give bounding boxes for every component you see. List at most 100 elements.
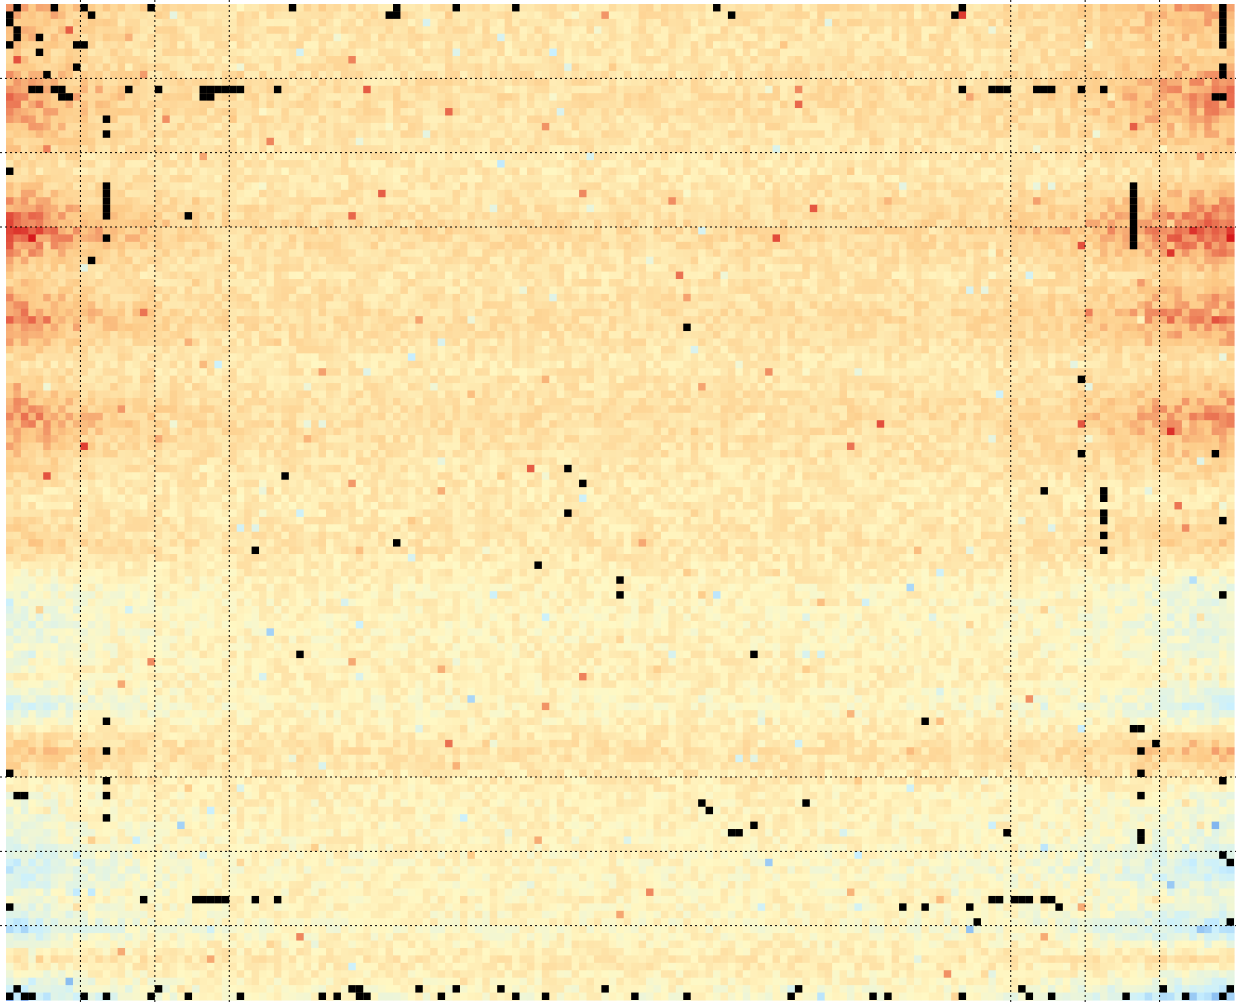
heatmap-cell <box>608 4 617 13</box>
heatmap-cell <box>653 130 662 139</box>
heatmap-cell <box>1211 182 1220 191</box>
heatmap-cell <box>192 48 201 57</box>
heatmap-cell <box>631 182 640 191</box>
heatmap-cell <box>95 48 104 57</box>
heatmap-cell <box>259 160 268 169</box>
heatmap-cell <box>913 189 923 198</box>
heatmap-cell <box>742 197 751 206</box>
heatmap-cell <box>348 115 357 124</box>
heatmap-cell <box>35 145 44 154</box>
heatmap-cell <box>564 70 573 79</box>
heatmap-cell <box>601 11 610 20</box>
heatmap-cell <box>296 4 305 13</box>
heatmap-cell <box>400 160 409 169</box>
heatmap-cell <box>1122 63 1131 72</box>
heatmap-cell <box>95 85 104 94</box>
heatmap-cell <box>400 48 409 57</box>
heatmap-cell <box>579 219 588 228</box>
heatmap-cell <box>802 56 811 65</box>
heatmap-cell <box>192 70 201 79</box>
heatmap-cell <box>921 115 930 124</box>
heatmap-cell <box>1189 33 1198 42</box>
heatmap-cell <box>631 56 640 65</box>
heatmap-cell <box>549 48 558 57</box>
heatmap-cell <box>273 174 282 183</box>
heatmap-cell <box>802 108 811 117</box>
heatmap-cell <box>273 130 282 139</box>
heatmap-cell <box>58 226 67 236</box>
heatmap-cell <box>936 182 945 191</box>
heatmap-cell <box>1159 108 1168 117</box>
heatmap-cell <box>72 85 82 94</box>
heatmap-cell <box>608 26 617 35</box>
heatmap-cell <box>832 167 841 176</box>
heatmap-cell <box>884 33 893 42</box>
heatmap-cell <box>891 115 900 124</box>
heatmap-cell <box>43 160 52 169</box>
heatmap-cell <box>646 167 655 176</box>
heatmap-cell <box>906 85 915 94</box>
heatmap-cell <box>757 56 766 65</box>
heatmap-cell <box>593 33 602 42</box>
heatmap-cell <box>1092 122 1101 131</box>
heatmap-cell <box>147 115 156 124</box>
heatmap-cell <box>437 160 446 169</box>
heatmap-cell <box>757 48 766 57</box>
heatmap-cell <box>169 41 178 50</box>
heatmap-cell <box>1144 130 1153 139</box>
heatmap-cell <box>1055 18 1064 27</box>
heatmap-cell <box>1040 56 1049 65</box>
heatmap-cell <box>43 219 52 228</box>
heatmap-cell <box>281 41 290 50</box>
heatmap-cell <box>794 63 803 72</box>
heatmap-cell <box>482 174 491 183</box>
heatmap-cell <box>35 152 44 161</box>
heatmap-cell <box>162 137 171 146</box>
heatmap-cell <box>780 48 789 57</box>
heatmap-cell <box>28 189 37 198</box>
heatmap-cell <box>727 108 736 117</box>
heatmap-cell <box>13 122 22 131</box>
heatmap-cell <box>646 145 655 154</box>
heatmap-cell <box>683 197 692 206</box>
heatmap-cell <box>1062 41 1071 50</box>
heatmap-cell <box>288 197 297 206</box>
heatmap-cell <box>1204 197 1213 206</box>
heatmap-cell <box>1204 219 1213 228</box>
heatmap-cell <box>750 26 759 35</box>
heatmap-cell <box>720 219 729 228</box>
heatmap-cell <box>675 189 684 198</box>
heatmap-cell <box>869 18 878 27</box>
heatmap-cell <box>1144 11 1153 20</box>
heatmap-cell <box>415 18 424 27</box>
heatmap-cell <box>497 182 506 191</box>
heatmap-cell <box>794 100 803 109</box>
heatmap-cell <box>13 108 22 117</box>
heatmap-cell <box>824 152 833 161</box>
heatmap-cell <box>72 78 82 87</box>
heatmap-cell <box>787 56 796 65</box>
heatmap-cell <box>1137 11 1146 20</box>
heatmap-cell <box>318 167 327 176</box>
heatmap-cell <box>1152 160 1161 169</box>
heatmap-cell <box>221 167 230 176</box>
heatmap-cell <box>35 226 44 236</box>
heatmap-cell <box>1062 85 1071 94</box>
heatmap-cell <box>80 122 89 131</box>
heatmap-cell <box>251 145 260 154</box>
heatmap-cell <box>534 100 543 109</box>
heatmap-cell <box>660 182 669 191</box>
heatmap-cell <box>735 189 744 198</box>
heatmap-cell <box>765 130 774 139</box>
heatmap-cell <box>839 115 848 124</box>
heatmap-cell <box>43 115 52 124</box>
heatmap-cell <box>690 11 699 20</box>
heatmap-cell <box>1167 122 1176 131</box>
heatmap-cell <box>474 212 483 221</box>
heatmap-cell <box>80 11 89 20</box>
heatmap-cell <box>1137 70 1146 79</box>
heatmap-cell <box>772 108 781 117</box>
heatmap-cell <box>326 115 335 124</box>
heatmap-cell <box>564 41 573 50</box>
heatmap-cell <box>1010 130 1019 139</box>
